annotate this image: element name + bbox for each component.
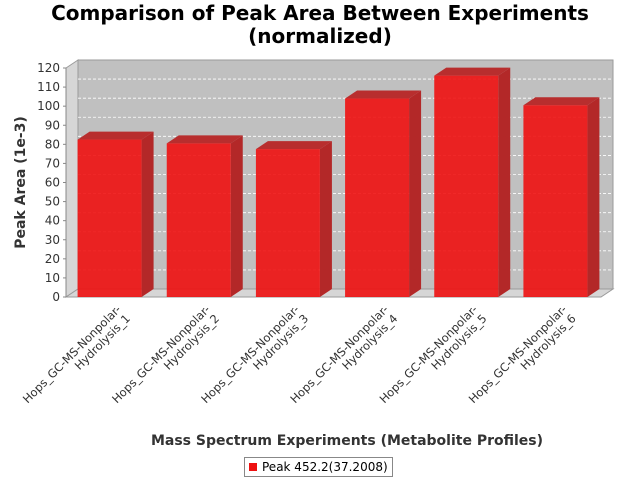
legend-label: Peak 452.2(37.2008): [262, 460, 388, 474]
bar: [345, 90, 422, 298]
bar: [523, 97, 600, 298]
bar-top: [523, 97, 600, 106]
bar: [434, 67, 511, 297]
bar-top: [345, 90, 422, 99]
y-tick-label: 10: [45, 271, 60, 285]
y-tick-label: 20: [45, 252, 60, 266]
bar-side: [319, 141, 332, 297]
bar-front: [166, 143, 231, 297]
y-axis-label: Peak Area (1e-3): [13, 116, 29, 249]
y-tick-label: 50: [45, 195, 60, 209]
y-tick-label: 70: [45, 156, 60, 170]
y-tick-label: 110: [37, 80, 60, 94]
bar-front: [255, 149, 320, 297]
bar-top: [434, 67, 511, 76]
legend-swatch: [249, 463, 257, 471]
bar-side: [141, 131, 154, 297]
legend: Peak 452.2(37.2008): [244, 457, 393, 477]
bar-top: [77, 131, 154, 140]
y-tick-label: 40: [45, 214, 60, 228]
bar-front: [77, 139, 142, 297]
bar-side: [230, 135, 243, 297]
bar: [77, 131, 154, 297]
bar-front: [345, 98, 410, 298]
bar-side: [587, 97, 600, 298]
bar-side: [409, 90, 422, 298]
bar-side: [498, 67, 511, 297]
bar-front: [434, 75, 499, 297]
chart-title-line-1: Comparison of Peak Area Between Experime…: [51, 1, 589, 25]
y-tick-label: 100: [37, 99, 60, 113]
y-tick-label: 120: [37, 61, 60, 75]
left-wall: [65, 59, 79, 298]
y-tick-label: 0: [52, 290, 60, 304]
bar-top: [255, 141, 332, 150]
y-tick-label: 60: [45, 176, 60, 190]
y-tick-label: 30: [45, 233, 60, 247]
y-tick-label: 80: [45, 137, 60, 151]
bar-top: [166, 135, 243, 144]
chart-title: Comparison of Peak Area Between Experime…: [0, 2, 640, 48]
x-axis-label: Mass Spectrum Experiments (Metabolite Pr…: [151, 433, 543, 449]
bar: [255, 141, 332, 297]
bar: [166, 135, 243, 297]
chart-title-line-2: (normalized): [248, 24, 392, 48]
y-tick-label: 90: [45, 118, 60, 132]
x-tick-label-line: Hops_GC-MS-Nonpolar-: [20, 302, 124, 406]
bar-front: [523, 105, 588, 298]
